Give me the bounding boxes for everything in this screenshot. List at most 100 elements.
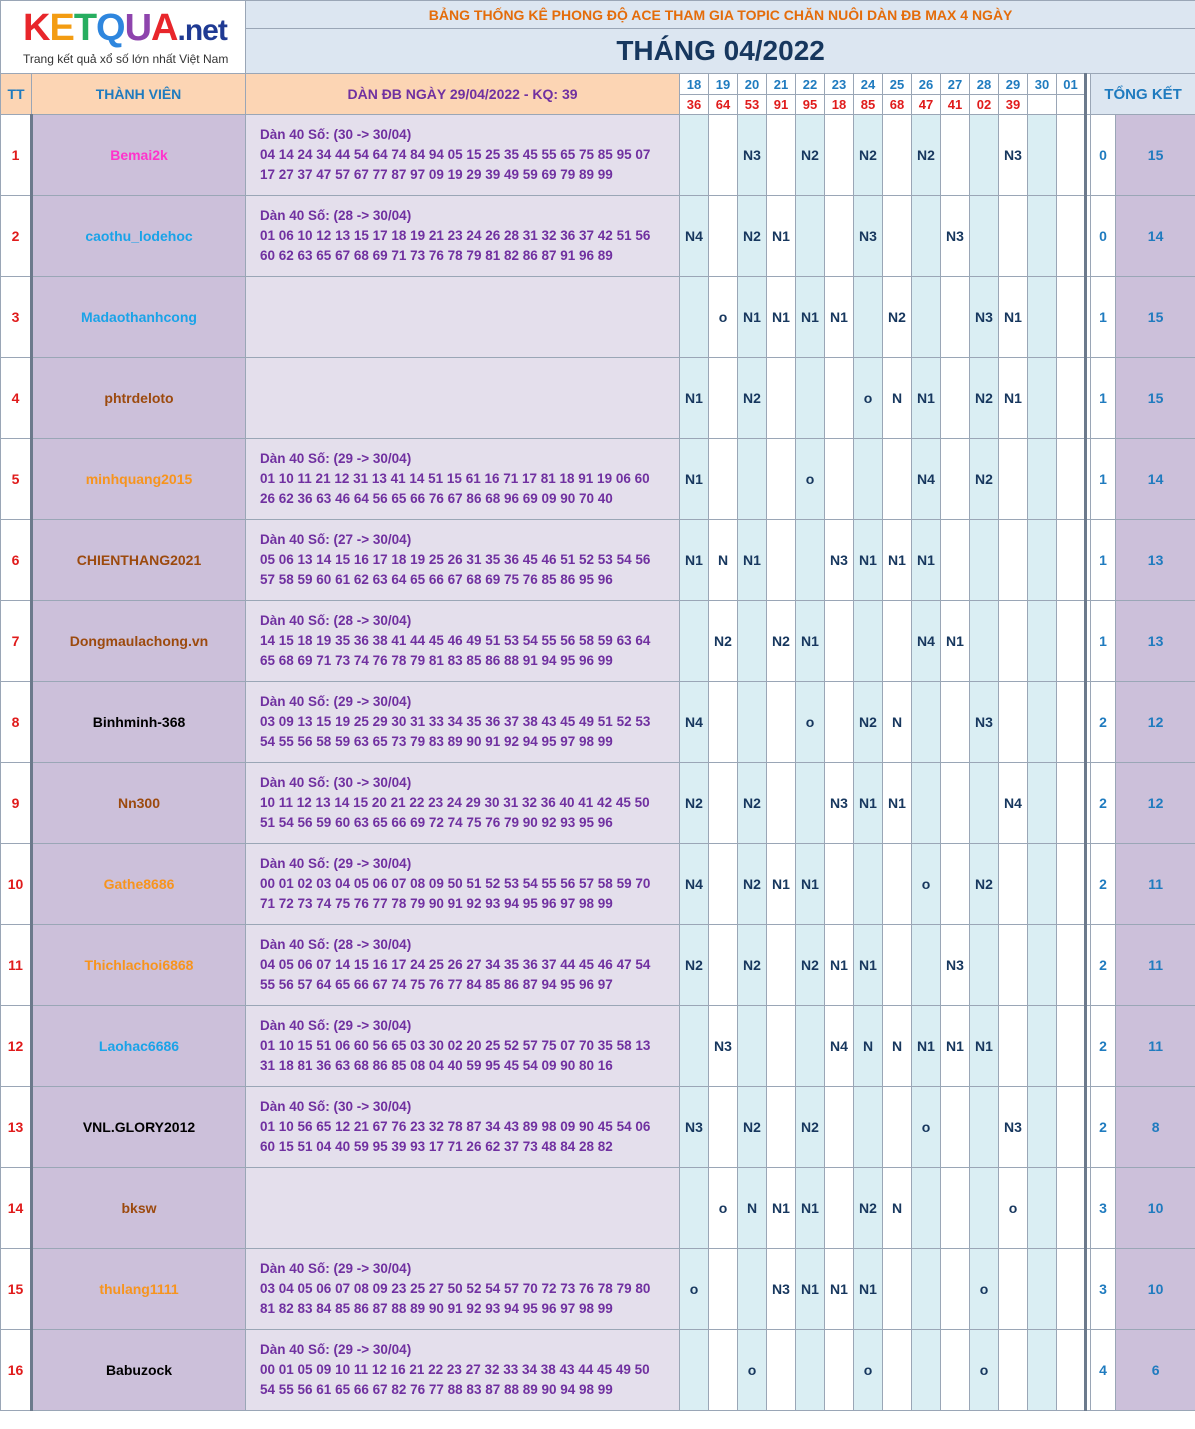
member-name[interactable]: phtrdeloto [31, 357, 246, 439]
day-mark: N1 [795, 600, 825, 682]
day-header: 30 [1027, 73, 1057, 95]
day-mark [1056, 276, 1086, 358]
miss-count: 4 [1090, 1329, 1116, 1411]
day-mark [940, 1086, 970, 1168]
day-header: 23 [824, 73, 854, 95]
member-name[interactable]: minhquang2015 [31, 438, 246, 520]
dan-line2: 57 58 59 60 61 62 63 64 65 66 67 68 69 7… [260, 572, 613, 587]
member-name[interactable]: Madaothanhcong [31, 276, 246, 358]
row-number: 4 [0, 357, 33, 439]
miss-count: 2 [1090, 924, 1116, 1006]
day-mark: N1 [911, 1005, 941, 1087]
member-name[interactable]: Binhminh-368 [31, 681, 246, 763]
dan-line2: 17 27 37 47 57 67 77 87 97 09 19 29 39 4… [260, 167, 613, 182]
logo-letter: E [49, 6, 74, 49]
table-row: 2 caothu_lodehoc Dàn 40 Số: (28 -> 30/04) 0… [0, 195, 1195, 277]
day-mark: N2 [737, 843, 767, 925]
day-mark [766, 114, 796, 196]
day-mark [766, 519, 796, 601]
table-row: 1 Bemai2k Dàn 40 Số: (30 -> 30/04) 04 14 24… [0, 114, 1195, 196]
member-name[interactable]: Gathe8686 [31, 843, 246, 925]
day-mark [1027, 1086, 1057, 1168]
day-mark: N3 [824, 762, 854, 844]
result-header: 39 [998, 94, 1028, 115]
day-mark [795, 519, 825, 601]
dan-line2: 71 72 73 74 75 76 77 78 79 90 91 92 93 9… [260, 896, 613, 911]
total-score: 11 [1114, 924, 1195, 1006]
member-name[interactable]: Dongmaulachong.vn [31, 600, 246, 682]
day-mark [911, 924, 941, 1006]
day-mark: N4 [911, 438, 941, 520]
member-name[interactable]: Bemai2k [31, 114, 246, 196]
day-header: 24 [853, 73, 883, 95]
day-mark [998, 681, 1028, 763]
day-header: 28 [969, 73, 999, 95]
day-mark: o [853, 357, 883, 439]
day-mark [708, 1248, 738, 1330]
col-header-total: TỔNG KẾT [1089, 73, 1195, 115]
member-name[interactable]: CHIENTHANG2021 [31, 519, 246, 601]
total-score: 14 [1114, 195, 1195, 277]
day-mark: N2 [853, 114, 883, 196]
day-mark [795, 1329, 825, 1411]
dan-line1: 14 15 18 19 35 36 38 41 44 45 46 49 51 5… [260, 633, 651, 648]
day-mark: N3 [853, 195, 883, 277]
day-mark: N1 [766, 843, 796, 925]
day-mark: o [708, 1167, 738, 1249]
day-mark: N2 [737, 924, 767, 1006]
day-mark [1027, 762, 1057, 844]
day-mark [882, 195, 912, 277]
day-mark [1027, 114, 1057, 196]
day-mark [882, 924, 912, 1006]
dan-line1: 01 10 11 21 12 31 13 41 14 51 15 61 16 7… [260, 471, 650, 486]
member-name[interactable]: Nn300 [31, 762, 246, 844]
day-mark [766, 681, 796, 763]
member-name[interactable]: thulang1111 [31, 1248, 246, 1330]
dan-title: Dàn 40 Số: (29 -> 30/04) [260, 1342, 412, 1357]
day-mark [766, 357, 796, 439]
member-name[interactable]: caothu_lodehoc [31, 195, 246, 277]
day-mark [1056, 114, 1086, 196]
dan-line1: 10 11 12 13 14 15 20 21 22 23 24 29 30 3… [260, 795, 650, 810]
dan-title: Dàn 40 Số: (29 -> 30/04) [260, 856, 412, 871]
member-name[interactable]: Laohac6686 [31, 1005, 246, 1087]
result-header: 68 [882, 94, 912, 115]
member-name[interactable]: VNL.GLORY2012 [31, 1086, 246, 1168]
day-mark: N [882, 1005, 912, 1087]
dan-line1: 05 06 13 14 15 16 17 18 19 25 26 31 35 3… [260, 552, 651, 567]
dan-cell [245, 357, 680, 439]
day-mark [940, 843, 970, 925]
day-mark [940, 1329, 970, 1411]
row-number: 12 [0, 1005, 33, 1087]
day-mark: N [853, 1005, 883, 1087]
day-mark: o [998, 1167, 1028, 1249]
total-score: 11 [1114, 843, 1195, 925]
table-row: 8 Binhminh-368 Dàn 40 Số: (29 -> 30/04) 03 … [0, 681, 1195, 763]
row-number: 10 [0, 843, 33, 925]
day-mark [824, 1329, 854, 1411]
member-name[interactable]: bksw [31, 1167, 246, 1249]
member-name[interactable]: Babuzock [31, 1329, 246, 1411]
day-mark [1027, 438, 1057, 520]
day-mark [969, 1086, 999, 1168]
day-mark [940, 114, 970, 196]
dan-title: Dàn 40 Số: (28 -> 30/04) [260, 613, 412, 628]
member-name[interactable]: Thichlachoi6868 [31, 924, 246, 1006]
day-mark [998, 519, 1028, 601]
day-mark [940, 762, 970, 844]
dan-cell: Dàn 40 Số: (29 -> 30/04) 01 10 15 51 06 6… [245, 1005, 680, 1087]
page-subtitle: BẢNG THỐNG KÊ PHONG ĐỘ ACE THAM GIA TOPI… [244, 0, 1195, 29]
row-number: 6 [0, 519, 33, 601]
miss-count: 1 [1090, 519, 1116, 601]
day-mark [1056, 438, 1086, 520]
day-mark [708, 681, 738, 763]
day-mark [969, 195, 999, 277]
logo[interactable]: KETQUA.net Trang kết quả xổ số lớn nhất … [0, 0, 246, 74]
result-header: 47 [911, 94, 941, 115]
day-mark: N2 [795, 924, 825, 1006]
day-mark [940, 276, 970, 358]
col-header-member: THÀNH VIÊN [31, 73, 246, 115]
day-mark: o [911, 843, 941, 925]
day-mark: N1 [795, 1248, 825, 1330]
day-mark: N [882, 1167, 912, 1249]
